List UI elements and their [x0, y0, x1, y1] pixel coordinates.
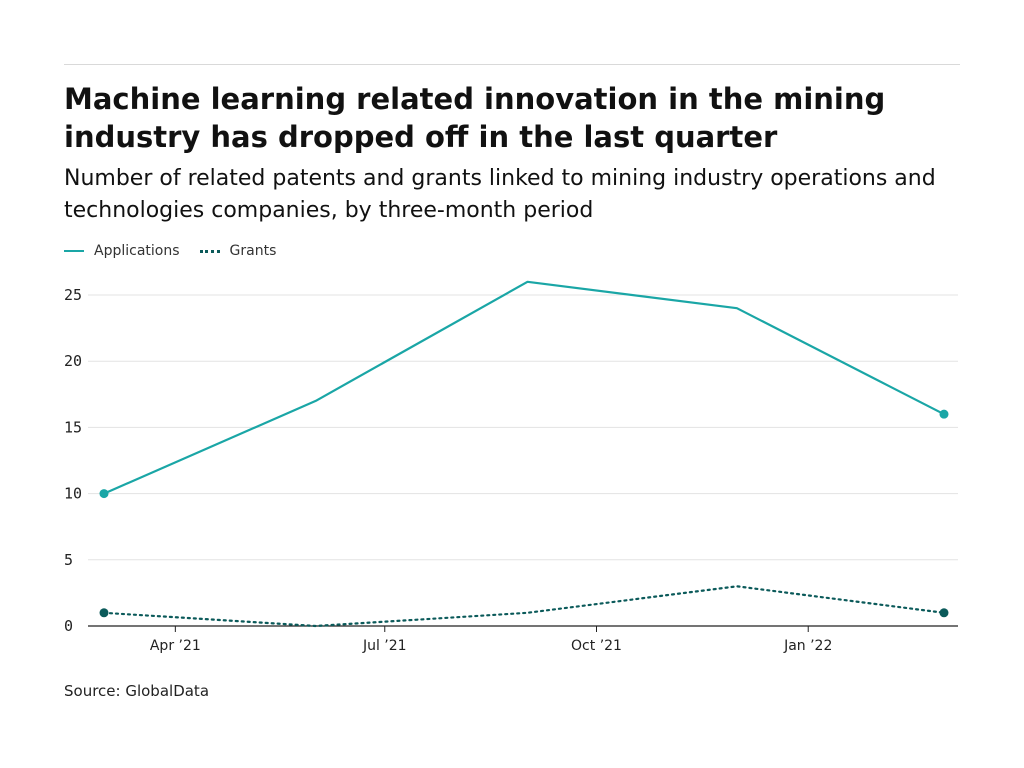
legend-item-grants: Grants — [199, 243, 277, 259]
y-tick-label-15: 15 — [64, 418, 82, 436]
x-tick-label-0: Apr ’21 — [150, 638, 201, 654]
legend-swatch-applications — [64, 250, 84, 252]
legend-item-applications: Applications — [64, 243, 180, 259]
y-tick-label-20: 20 — [64, 352, 82, 370]
y-tick-label-25: 25 — [64, 286, 82, 304]
chart-subtitle: Number of related patents and grants lin… — [64, 166, 936, 223]
x-tick-label-3: Jan ’22 — [783, 638, 832, 654]
top-rule — [64, 64, 960, 65]
legend-label-grants: Grants — [229, 243, 277, 259]
point-applications-0 — [99, 489, 109, 499]
legend-swatch-grants — [199, 249, 220, 253]
point-grants-4 — [939, 608, 949, 618]
y-tick-label-0: 0 — [64, 617, 73, 635]
legend-label-applications: Applications — [94, 243, 180, 259]
x-tick-label-1: Jul ’21 — [362, 638, 407, 654]
legend: Applications Grants — [64, 240, 296, 262]
x-tick-label-2: Oct ’21 — [571, 638, 622, 654]
series-line-applications — [102, 280, 946, 495]
chart-title: Machine learning related innovation in t… — [64, 82, 886, 154]
point-grants-0 — [99, 608, 109, 618]
point-applications-4 — [939, 409, 949, 419]
source-note: Source: GlobalData — [64, 682, 210, 700]
y-tick-label-5: 5 — [64, 551, 73, 569]
y-tick-label-10: 10 — [64, 485, 82, 503]
series-line-grants — [102, 585, 946, 628]
